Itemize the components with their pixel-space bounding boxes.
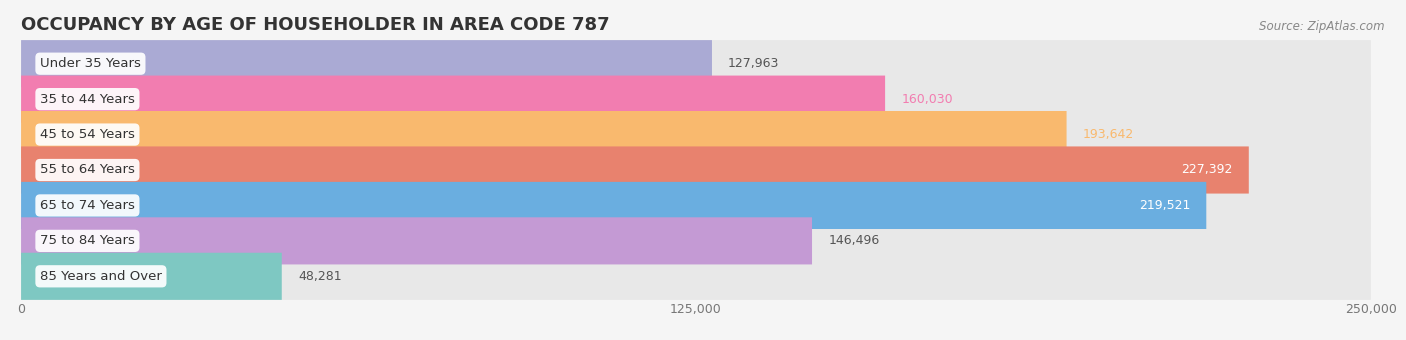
Text: 85 Years and Over: 85 Years and Over: [39, 270, 162, 283]
FancyBboxPatch shape: [21, 217, 1371, 265]
FancyBboxPatch shape: [21, 40, 711, 87]
FancyBboxPatch shape: [21, 182, 1206, 229]
FancyBboxPatch shape: [21, 111, 1067, 158]
FancyBboxPatch shape: [21, 217, 813, 265]
FancyBboxPatch shape: [21, 111, 1371, 158]
Text: 227,392: 227,392: [1181, 164, 1233, 176]
Text: OCCUPANCY BY AGE OF HOUSEHOLDER IN AREA CODE 787: OCCUPANCY BY AGE OF HOUSEHOLDER IN AREA …: [21, 16, 610, 34]
Text: 146,496: 146,496: [828, 234, 880, 248]
FancyBboxPatch shape: [21, 182, 1371, 229]
Text: 55 to 64 Years: 55 to 64 Years: [39, 164, 135, 176]
Text: 127,963: 127,963: [728, 57, 779, 70]
FancyBboxPatch shape: [21, 147, 1371, 193]
FancyBboxPatch shape: [21, 40, 1371, 87]
Text: Source: ZipAtlas.com: Source: ZipAtlas.com: [1260, 20, 1385, 33]
Text: 219,521: 219,521: [1139, 199, 1189, 212]
FancyBboxPatch shape: [21, 253, 281, 300]
FancyBboxPatch shape: [21, 253, 1371, 300]
FancyBboxPatch shape: [21, 75, 886, 123]
Text: 193,642: 193,642: [1083, 128, 1135, 141]
Text: 65 to 74 Years: 65 to 74 Years: [39, 199, 135, 212]
Text: 160,030: 160,030: [901, 92, 953, 106]
Text: 48,281: 48,281: [298, 270, 342, 283]
FancyBboxPatch shape: [21, 75, 1371, 123]
FancyBboxPatch shape: [21, 147, 1249, 193]
Text: Under 35 Years: Under 35 Years: [39, 57, 141, 70]
Text: 45 to 54 Years: 45 to 54 Years: [39, 128, 135, 141]
Text: 35 to 44 Years: 35 to 44 Years: [39, 92, 135, 106]
Text: 75 to 84 Years: 75 to 84 Years: [39, 234, 135, 248]
